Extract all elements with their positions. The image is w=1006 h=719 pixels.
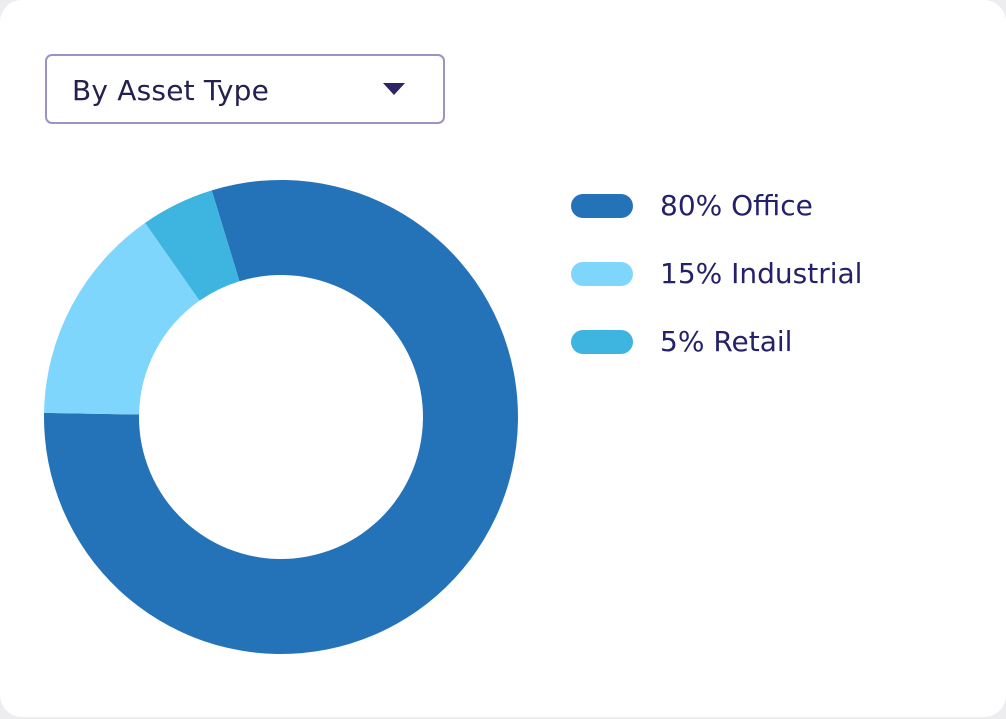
dropdown-selected-value: By Asset Type <box>72 74 270 107</box>
chevron-down-icon[interactable] <box>383 83 405 95</box>
donut-slice-retail <box>145 190 240 301</box>
legend-swatch-retail <box>571 330 633 354</box>
legend-item-industrial: 15% Industrial <box>571 254 891 294</box>
legend-item-office: 80% Office <box>571 186 891 226</box>
asset-type-dropdown[interactable]: By Asset Type <box>45 54 445 124</box>
donut-slice-industrial <box>44 222 200 415</box>
legend-label-retail: 5% Retail <box>660 325 793 358</box>
legend-label-office: 80% Office <box>660 189 813 222</box>
legend-item-retail: 5% Retail <box>571 322 891 362</box>
legend-label-industrial: 15% Industrial <box>660 257 863 290</box>
legend-swatch-office <box>571 194 633 218</box>
donut-slice-office <box>44 180 519 654</box>
legend-swatch-industrial <box>571 262 633 286</box>
donut-chart <box>44 180 519 654</box>
